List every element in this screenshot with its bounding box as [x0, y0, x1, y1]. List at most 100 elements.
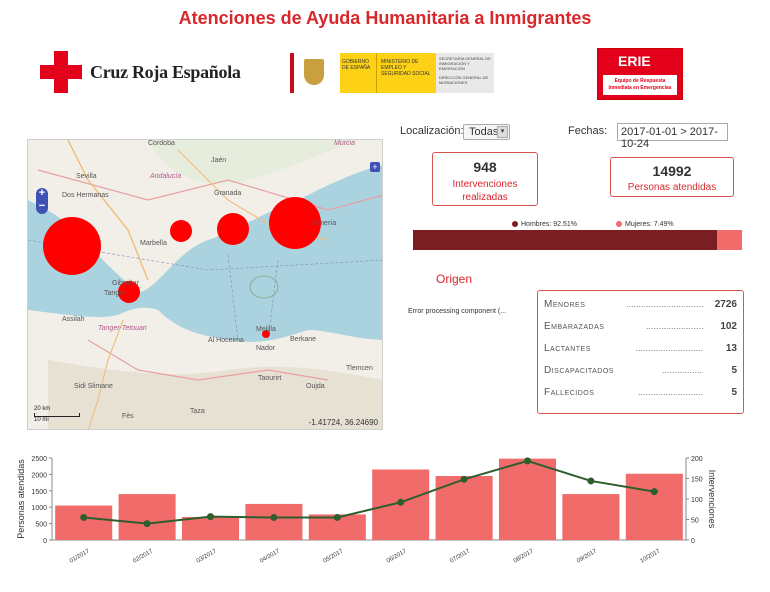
intervenciones-value: 948: [473, 159, 497, 175]
map-marker-circle: [118, 281, 140, 303]
x-tick-label: 09/2017: [576, 548, 598, 564]
place-label: Assilah: [62, 316, 85, 323]
chart-line-point: [460, 475, 468, 483]
chart-line-point: [80, 513, 88, 521]
gobierno-logo: GOBIERNO DE ESPAÑA MINISTERIO DE EMPLEO …: [290, 53, 494, 93]
place-label: Gibraltar: [112, 280, 139, 287]
place-label: Tanger: [104, 290, 126, 297]
chart-line-point: [270, 513, 278, 521]
mujeres-bar[interactable]: [717, 230, 742, 250]
fechas-input[interactable]: 2017-01-01 > 2017-10-24: [617, 123, 728, 150]
hombres-bar[interactable]: [413, 230, 718, 250]
place-label: Jaén: [211, 157, 227, 164]
y-tick-label: 1000: [31, 505, 47, 512]
chart-bar: [562, 494, 620, 540]
place-label: Marbella: [140, 240, 167, 247]
y2-tick-label: 200: [691, 456, 703, 463]
place-label: Sidi Slimane: [74, 383, 113, 390]
chart-bar: [118, 494, 176, 540]
page-title: Atenciones de Ayuda Humanitaria a Inmigr…: [178, 8, 592, 28]
gender-stacked-bar[interactable]: [413, 230, 742, 250]
monthly-chart: 0 500 1000 1500 2000 2500 0 50 100 150 200 Personas…: [0, 440, 770, 587]
place-label: Dos Hermanas: [62, 192, 109, 199]
map-tiles: [28, 140, 382, 429]
map-marker-circle: [269, 197, 321, 249]
chart-bar: [55, 505, 113, 540]
stat-row-lactantes: Lactantes ........................... 13: [544, 343, 737, 354]
personas-value: 14992: [652, 163, 692, 179]
zoom-in-button[interactable]: +: [38, 187, 46, 199]
gov-logo-text-1: GOBIERNO DE ESPAÑA: [340, 53, 376, 93]
place-label: Melilla: [256, 326, 276, 333]
chevron-down-icon: ▾: [497, 126, 508, 138]
place-label: Berkane: [290, 336, 317, 343]
x-tick-label: 02/2017: [132, 548, 154, 564]
place-label: Al Hoceima: [208, 337, 244, 344]
stat-row-fallecidos: Fallecidos .......................... 5: [544, 387, 737, 398]
chart-line-point: [397, 498, 405, 506]
x-tick-label: 03/2017: [196, 548, 218, 564]
y2-tick-label: 100: [691, 497, 703, 504]
y2-tick-label: 50: [691, 518, 699, 525]
chart-bar: [625, 473, 683, 540]
mujeres-legend: Mujeres: 7.49%: [616, 221, 674, 228]
gov-logo-text-2: MINISTERIO DE EMPLEO Y SEGURIDAD SOCIAL: [376, 53, 436, 93]
map-marker-circle: [262, 330, 270, 338]
chart-bar: [181, 517, 240, 540]
map-marker-circle: [170, 220, 192, 242]
chart-line-point: [207, 513, 214, 521]
x-tick-label: 04/2017: [259, 548, 281, 564]
map-zoom-control[interactable]: + −: [36, 188, 48, 214]
x-tick-label: 07/2017: [449, 548, 471, 564]
x-tick-label: 05/2017: [323, 548, 345, 564]
map-scale: 20 km 10 mi: [34, 406, 80, 423]
place-label: Sevilla: [76, 173, 97, 180]
chart-bar: [498, 458, 557, 540]
x-tick-label: 06/2017: [386, 548, 408, 564]
x-tick-label: 08/2017: [513, 548, 535, 564]
localizacion-label: Localización:: [400, 125, 464, 137]
y-axis-title: Personas atendidas: [16, 459, 26, 539]
stat-row-embarazadas: Embarazadas ........................ 102: [544, 321, 737, 332]
zoom-out-button[interactable]: −: [38, 200, 46, 212]
place-label: Córdoba: [148, 140, 175, 147]
erie-logo: ERIE Equipo de Respuesta Inmediata en Em…: [597, 48, 683, 100]
y-tick-label: 500: [35, 522, 47, 529]
chart-line-point: [333, 513, 341, 521]
map-view[interactable]: Córdoba Jaén Murcia Sevilla Andalucía Do…: [27, 139, 383, 430]
place-label: Andalucía: [150, 173, 182, 180]
map-marker-circle: [217, 213, 249, 245]
erie-logo-title: ERIE: [618, 53, 651, 69]
origen-title: Origen: [436, 272, 473, 286]
stat-row-discapacitados: Discapacitados ................... 5: [544, 365, 737, 376]
chart-line: [83, 459, 655, 525]
map-coordinates: -1.41724, 36.24690: [308, 418, 378, 427]
place-label: Nador: [256, 345, 276, 352]
layers-icon[interactable]: +: [370, 162, 380, 172]
chart-line-point: [143, 520, 151, 528]
place-label: Fès: [122, 413, 134, 420]
erie-logo-subtitle: Equipo de Respuesta Inmediata en Emergen…: [603, 75, 677, 95]
place-label: Taza: [190, 408, 205, 415]
monthly-chart-svg: 0 500 1000 1500 2000 2500 0 50 100 150 200 Personas…: [16, 456, 717, 565]
personas-card: 14992 Personas atendidas: [610, 157, 734, 197]
fechas-label: Fechas:: [568, 125, 608, 137]
x-tick-label: 10/2017: [640, 548, 662, 564]
gov-logo-text-3: SECRETARÍA GENERAL DE INMIGRACIÓN Y EMIG…: [436, 53, 494, 93]
legend-dot: [512, 221, 518, 228]
place-label: Granada: [214, 190, 242, 197]
map-marker-circle: [43, 217, 101, 275]
intervenciones-label: Intervenciones realizadas: [452, 179, 518, 203]
origen-error: Error processing component (...: [408, 308, 507, 315]
localizacion-select[interactable]: Todas ▾: [463, 124, 510, 140]
chart-bar: [245, 503, 303, 540]
place-label: Tlemcen: [346, 365, 373, 372]
y-tick-label: 2000: [31, 472, 47, 479]
place-label: Tanger-Tetouan: [98, 325, 147, 332]
y2-axis-title: Intervenciones: [707, 470, 717, 529]
coat-of-arms-icon: [290, 53, 340, 93]
y-tick-label: 1500: [31, 489, 47, 496]
chart-line-point: [524, 457, 531, 465]
place-label: Almería: [312, 220, 337, 227]
stat-row-menores: Menores ............................... …: [544, 299, 737, 310]
